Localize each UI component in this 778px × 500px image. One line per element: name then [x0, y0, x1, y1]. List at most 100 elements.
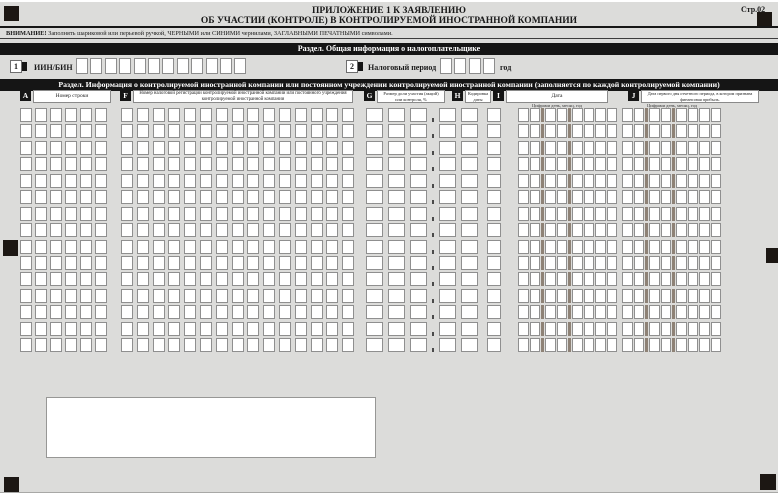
grid-cell-G[interactable] [410, 288, 427, 303]
grid-cell-H[interactable] [487, 190, 501, 205]
grid-cell-I[interactable] [606, 321, 617, 336]
grid-cell-G[interactable] [461, 288, 478, 303]
grid-cell-I[interactable] [545, 206, 556, 221]
grid-cell-I[interactable] [529, 239, 540, 254]
grid-cell-I[interactable] [529, 223, 540, 238]
grid-cell-F[interactable] [168, 173, 181, 188]
grid-cell-F[interactable] [263, 272, 276, 287]
grid-cell-J[interactable] [633, 288, 644, 303]
grid-cell-F[interactable] [342, 272, 355, 287]
grid-cell-F[interactable] [263, 223, 276, 238]
grid-cell-J[interactable] [676, 206, 687, 221]
grid-cell-J[interactable] [633, 157, 644, 172]
grid-cell-F[interactable] [121, 124, 133, 139]
grid-cell-J[interactable] [699, 108, 710, 122]
grid-cell-G[interactable] [461, 305, 478, 320]
grid-cell-J[interactable] [676, 124, 687, 139]
grid-cell-J[interactable] [699, 124, 710, 139]
grid-cell-F[interactable] [215, 288, 228, 303]
grid-cell-F[interactable] [294, 108, 307, 122]
grid-cell-I[interactable] [556, 288, 567, 303]
grid-cell-A[interactable] [35, 255, 47, 270]
grid-cell-A[interactable] [65, 173, 77, 188]
grid-cell-I[interactable] [529, 305, 540, 320]
grid-cell-I[interactable] [583, 206, 594, 221]
grid-cell-F[interactable] [342, 288, 355, 303]
grid-cell-I[interactable] [572, 239, 583, 254]
grid-cell-I[interactable] [595, 338, 606, 353]
grid-cell-F[interactable] [278, 288, 291, 303]
grid-cell-F[interactable] [152, 272, 165, 287]
grid-cell-I[interactable] [529, 140, 540, 155]
grid-cell-F[interactable] [278, 190, 291, 205]
grid-cell-F[interactable] [152, 223, 165, 238]
grid-cell-A[interactable] [65, 206, 77, 221]
grid-cell-F[interactable] [342, 173, 355, 188]
grid-cell-A[interactable] [65, 338, 77, 353]
grid-cell-F[interactable] [263, 338, 276, 353]
grid-cell-F[interactable] [342, 223, 355, 238]
grid-cell-F[interactable] [231, 157, 244, 172]
grid-cell-J[interactable] [687, 140, 698, 155]
grid-cell-J[interactable] [649, 190, 660, 205]
grid-cell-J[interactable] [649, 173, 660, 188]
grid-cell-F[interactable] [215, 338, 228, 353]
grid-cell-A[interactable] [20, 108, 32, 122]
grid-cell-F[interactable] [294, 140, 307, 155]
grid-cell-J[interactable] [633, 206, 644, 221]
grid-cell-F[interactable] [278, 305, 291, 320]
grid-cell-A[interactable] [20, 272, 32, 287]
grid-cell-F[interactable] [215, 124, 228, 139]
grid-cell-J[interactable] [687, 272, 698, 287]
grid-cell-H[interactable] [487, 173, 501, 188]
grid-cell-F[interactable] [278, 272, 291, 287]
grid-cell-A[interactable] [35, 288, 47, 303]
grid-cell-F[interactable] [168, 239, 181, 254]
grid-cell-F[interactable] [247, 255, 260, 270]
grid-cell-J[interactable] [687, 157, 698, 172]
grid-cell-F[interactable] [215, 239, 228, 254]
grid-cell-I[interactable] [606, 157, 617, 172]
grid-cell-A[interactable] [35, 321, 47, 336]
grid-cell-J[interactable] [633, 272, 644, 287]
iin-bin-cell[interactable] [162, 58, 175, 74]
grid-cell-I[interactable] [556, 206, 567, 221]
grid-cell-I[interactable] [595, 124, 606, 139]
grid-cell-F[interactable] [184, 108, 197, 122]
tax-period-cell[interactable] [454, 58, 467, 74]
grid-cell-I[interactable] [545, 108, 556, 122]
grid-cell-A[interactable] [35, 124, 47, 139]
grid-cell-G[interactable] [388, 272, 405, 287]
iin-bin-cell[interactable] [76, 58, 88, 74]
grid-cell-A[interactable] [20, 305, 32, 320]
grid-cell-I[interactable] [518, 239, 529, 254]
grid-cell-I[interactable] [595, 305, 606, 320]
grid-cell-A[interactable] [20, 239, 32, 254]
grid-cell-H[interactable] [487, 305, 501, 320]
grid-cell-F[interactable] [215, 255, 228, 270]
grid-cell-A[interactable] [50, 124, 62, 139]
grid-cell-G[interactable] [410, 206, 427, 221]
grid-cell-F[interactable] [168, 255, 181, 270]
grid-cell-A[interactable] [95, 124, 107, 139]
grid-cell-J[interactable] [633, 108, 644, 122]
grid-cell-F[interactable] [168, 321, 181, 336]
grid-cell-F[interactable] [263, 124, 276, 139]
grid-cell-I[interactable] [518, 157, 529, 172]
grid-cell-F[interactable] [215, 321, 228, 336]
grid-cell-F[interactable] [136, 305, 149, 320]
grid-cell-F[interactable] [342, 255, 355, 270]
grid-cell-J[interactable] [633, 255, 644, 270]
grid-cell-J[interactable] [660, 321, 671, 336]
grid-cell-F[interactable] [326, 223, 339, 238]
grid-cell-F[interactable] [278, 173, 291, 188]
grid-cell-I[interactable] [518, 223, 529, 238]
grid-cell-G[interactable] [439, 108, 456, 122]
grid-cell-J[interactable] [687, 239, 698, 254]
grid-cell-F[interactable] [342, 108, 355, 122]
grid-cell-F[interactable] [342, 338, 355, 353]
grid-cell-I[interactable] [583, 255, 594, 270]
grid-cell-J[interactable] [710, 173, 721, 188]
grid-cell-J[interactable] [699, 190, 710, 205]
grid-cell-J[interactable] [660, 239, 671, 254]
